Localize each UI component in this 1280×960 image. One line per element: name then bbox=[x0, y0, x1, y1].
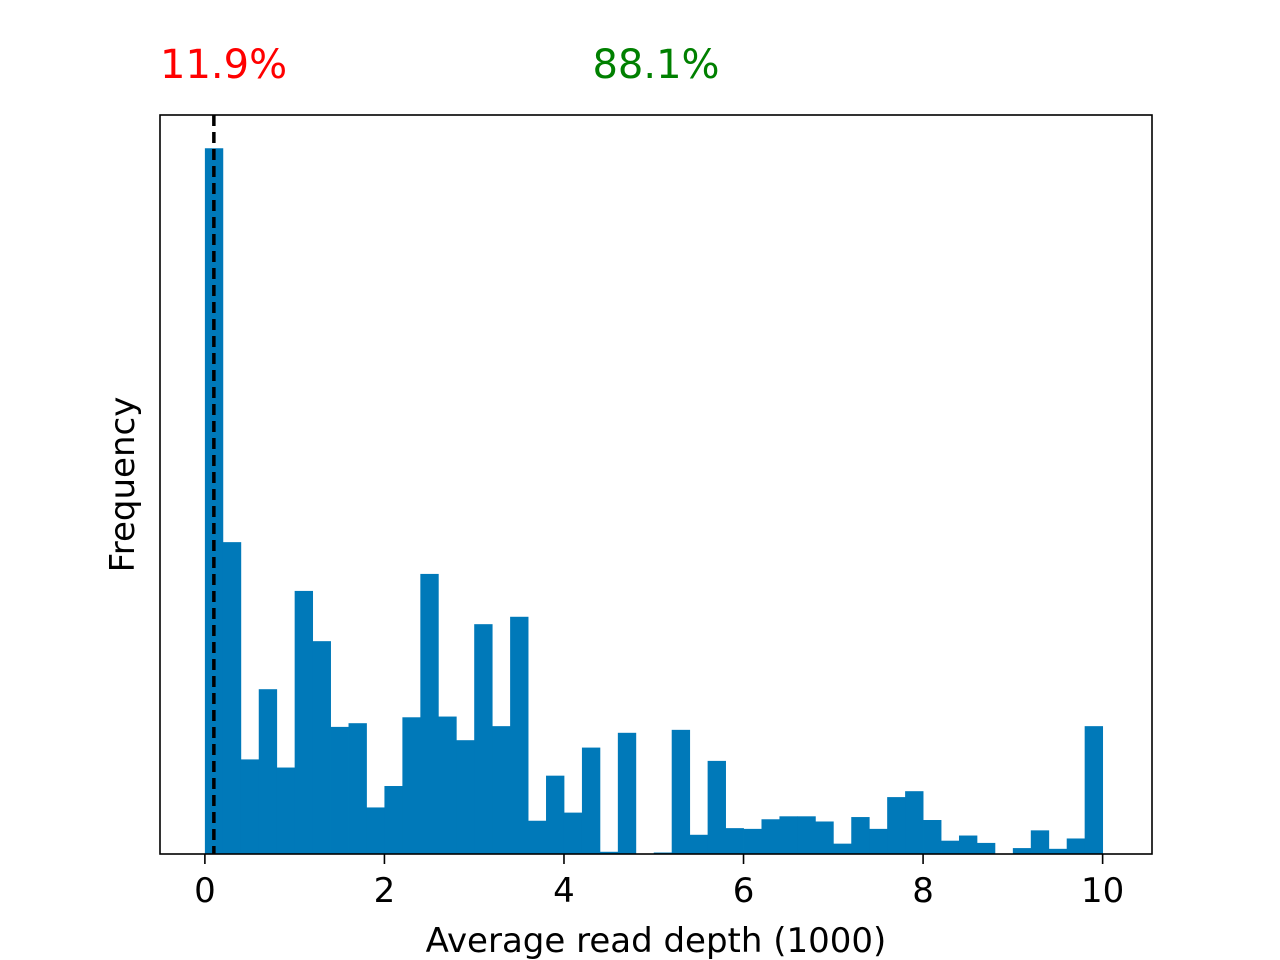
histogram-bar bbox=[1030, 830, 1050, 854]
above-threshold-percent: 88.1% bbox=[592, 42, 719, 88]
histogram-bar bbox=[1048, 848, 1068, 854]
histogram-bar bbox=[420, 573, 439, 854]
histogram-bar bbox=[743, 828, 762, 854]
histogram-bar bbox=[258, 689, 278, 854]
histogram-bar bbox=[438, 716, 457, 854]
y-axis-label: Frequency bbox=[103, 397, 143, 573]
histogram-bar bbox=[689, 834, 709, 854]
histogram-bar bbox=[617, 732, 637, 854]
histogram-bar bbox=[779, 816, 798, 854]
histogram-bar bbox=[707, 760, 726, 854]
histogram-bar bbox=[941, 840, 960, 854]
histogram-bar bbox=[725, 828, 744, 854]
histogram-bar bbox=[797, 816, 816, 854]
histogram-bar bbox=[563, 812, 583, 854]
histogram-bar bbox=[294, 590, 314, 854]
x-tick-label: 10 bbox=[1081, 871, 1124, 911]
x-axis-ticks: 0 2 4 6 8 10 bbox=[194, 854, 1124, 911]
histogram-bar bbox=[833, 843, 852, 854]
histogram-bar bbox=[1066, 838, 1086, 854]
plot-frame bbox=[159, 114, 1153, 855]
histogram-bar bbox=[1012, 848, 1032, 854]
histogram-bar bbox=[384, 786, 403, 854]
histogram-bar bbox=[474, 624, 493, 854]
histogram-bar bbox=[958, 835, 978, 854]
histogram-bar bbox=[528, 820, 547, 854]
histogram-bar bbox=[240, 759, 260, 854]
histogram-bar bbox=[599, 851, 619, 854]
histogram-bar bbox=[671, 729, 691, 854]
histogram-bar bbox=[761, 819, 780, 854]
histogram-bar bbox=[402, 717, 421, 854]
histogram-bar bbox=[851, 817, 870, 854]
histogram-bar bbox=[581, 747, 601, 854]
histogram-bar bbox=[815, 821, 834, 854]
x-tick-label: 6 bbox=[733, 871, 755, 911]
histogram-bar bbox=[976, 842, 996, 854]
x-tick-label: 4 bbox=[553, 871, 575, 911]
histogram-bar bbox=[204, 148, 224, 854]
histogram-bar bbox=[492, 726, 511, 854]
histogram-bar bbox=[348, 723, 367, 854]
histogram-bar bbox=[330, 726, 349, 854]
below-threshold-percent: 11.9% bbox=[160, 42, 287, 88]
histogram-bar bbox=[869, 828, 888, 854]
histogram-bar bbox=[1084, 726, 1104, 854]
histogram-bar bbox=[312, 641, 331, 854]
histogram-bars bbox=[204, 148, 1104, 854]
histogram-bar bbox=[510, 616, 529, 854]
x-axis-label: Average read depth (1000) bbox=[426, 921, 887, 960]
histogram-bar bbox=[276, 767, 296, 854]
histogram-bar bbox=[456, 740, 475, 854]
x-tick-label: 0 bbox=[194, 871, 216, 911]
histogram-bar bbox=[887, 797, 906, 854]
histogram-bar bbox=[905, 791, 924, 854]
histogram-bar bbox=[923, 820, 942, 854]
histogram-bar bbox=[366, 807, 385, 854]
x-tick-label: 8 bbox=[912, 871, 934, 911]
histogram-bar bbox=[546, 775, 565, 854]
histogram-bar bbox=[222, 542, 242, 854]
x-tick-label: 2 bbox=[374, 871, 396, 911]
